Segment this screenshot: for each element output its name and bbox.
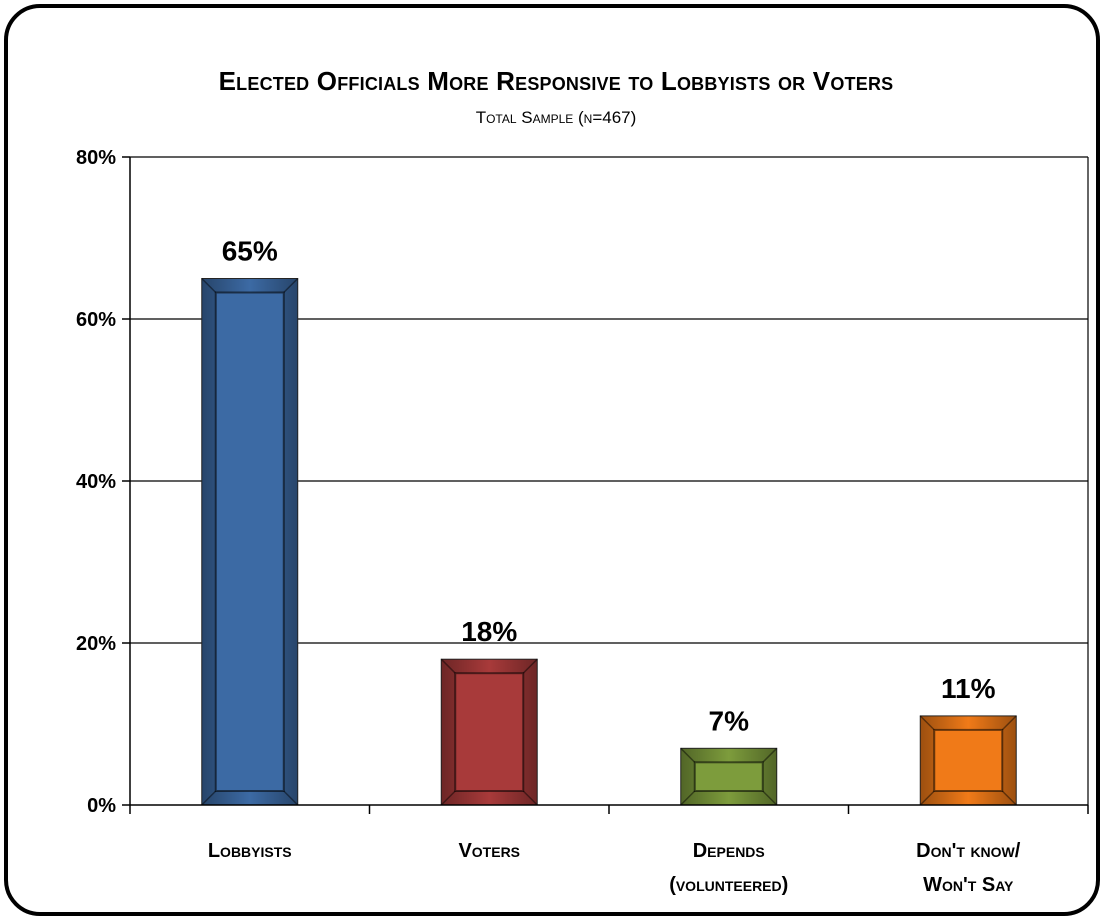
category-label: (volunteered) — [669, 874, 788, 896]
category-label: Won't Say — [923, 874, 1014, 896]
y-tick-label: 0% — [87, 795, 116, 817]
bar-bevel-face — [934, 730, 1002, 791]
category-label: Voters — [458, 840, 520, 862]
bar-3 — [920, 716, 1016, 805]
bar-bevel-face — [695, 762, 763, 791]
y-tick-label: 40% — [76, 471, 116, 493]
category-label: Don't know/ — [916, 840, 1021, 862]
bars — [202, 279, 1017, 806]
y-tick-label: 20% — [76, 633, 116, 655]
data-label: 7% — [709, 705, 750, 736]
y-tick-label: 80% — [76, 147, 116, 169]
category-label: Lobbyists — [208, 840, 292, 862]
bar-0 — [202, 279, 298, 806]
data-label: 11% — [941, 673, 996, 704]
category-label: Depends — [693, 840, 765, 862]
bar-2 — [681, 748, 777, 805]
bar-bevel-face — [216, 293, 284, 792]
data-label: 65% — [222, 236, 278, 267]
data-label: 18% — [461, 616, 517, 647]
bar-1 — [441, 659, 537, 805]
y-tick-label: 60% — [76, 309, 116, 331]
bar-bevel-face — [455, 673, 523, 791]
